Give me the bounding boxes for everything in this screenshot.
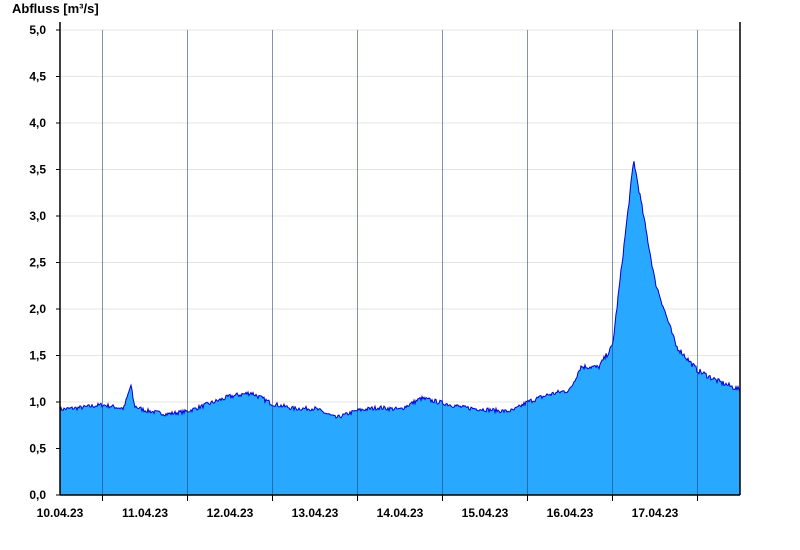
y-tick-label: 3,0 — [29, 209, 46, 223]
x-tick-label: 13.04.23 — [292, 506, 339, 520]
y-axis-title: Abfluss [m³/s] — [12, 1, 99, 16]
y-tick-label: 2,0 — [29, 302, 46, 316]
x-axis-ticks: 10.04.23 11.04.23 12.04.23 13.04.23 14.04.23… — [37, 495, 698, 520]
y-tick-label: 4,0 — [29, 116, 46, 130]
x-tick-label: 11.04.23 — [122, 506, 168, 520]
x-tick-label: 15.04.23 — [462, 506, 509, 520]
grid-lines — [60, 29, 740, 449]
discharge-area — [60, 161, 740, 495]
x-tick-label: 14.04.23 — [377, 506, 424, 520]
y-axis-ticks: 0,0 0,5 1,0 1,5 2,0 2,5 3,0 3,5 4,0 4,5 5,0 — [29, 23, 60, 502]
y-tick-label: 0,0 — [29, 488, 46, 502]
y-tick-label: 1,0 — [29, 395, 46, 409]
y-tick-label: 3,5 — [29, 163, 46, 177]
y-tick-label: 1,5 — [29, 349, 46, 363]
axes — [59, 22, 741, 496]
x-tick-label: 17.04.23 — [632, 506, 679, 520]
discharge-line — [59, 161, 741, 419]
y-tick-label: 5,0 — [29, 23, 46, 37]
day-dividers — [102, 30, 698, 495]
y-tick-label: 4,5 — [29, 70, 46, 84]
y-tick-label: 0,5 — [29, 442, 46, 456]
series-layer — [59, 161, 741, 495]
x-tick-label: 10.04.23 — [37, 506, 84, 520]
x-tick-label: 16.04.23 — [547, 506, 594, 520]
x-tick-label: 12.04.23 — [207, 506, 254, 520]
y-tick-label: 2,5 — [29, 256, 46, 270]
